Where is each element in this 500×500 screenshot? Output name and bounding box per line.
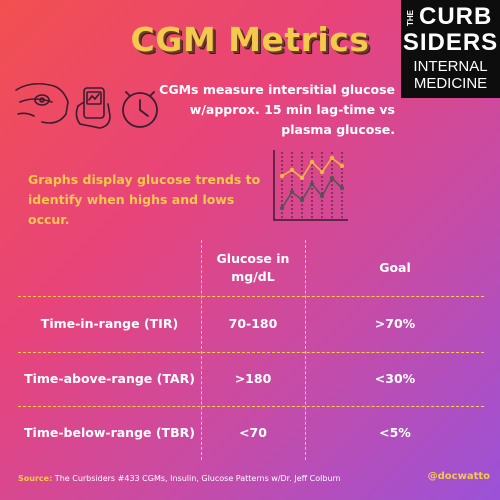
row-tbr-glucose: <70 bbox=[239, 425, 267, 440]
clock-icon bbox=[122, 91, 158, 128]
source-label: Source: bbox=[18, 474, 53, 483]
graphs-description: Graphs display glucose trends to identif… bbox=[28, 172, 261, 227]
logo-internal-medicine: INTERNAL MEDICINE bbox=[413, 58, 488, 92]
row-tbr-goal: <5% bbox=[379, 425, 411, 440]
logo-the: THE bbox=[406, 10, 415, 26]
cgm-description: CGMs measure intersitial glucose w/appro… bbox=[159, 82, 395, 137]
metrics-table: Glucose in mg/dL Goal Time-in-range (TIR… bbox=[0, 240, 500, 460]
table-divider-vertical bbox=[305, 240, 306, 460]
curbsiders-logo: THE CURB SIDERS INTERNAL MEDICINE bbox=[401, 0, 500, 98]
page-title: CGM Metrics bbox=[130, 20, 370, 59]
header-glucose: Glucose in mg/dL bbox=[216, 251, 290, 284]
row-tir-glucose: 70-180 bbox=[228, 316, 278, 331]
row-tar-goal: <30% bbox=[374, 371, 416, 386]
table-divider-horizontal bbox=[18, 406, 484, 407]
table-divider-horizontal bbox=[18, 352, 484, 353]
glucose-trend-icon bbox=[273, 150, 348, 221]
source-footer: Source: The Curbsiders #433 CGMs, Insuli… bbox=[18, 474, 341, 483]
row-tar-metric: Time-above-range (TAR) bbox=[24, 371, 195, 386]
source-text: The Curbsiders #433 CGMs, Insulin, Gluco… bbox=[52, 474, 341, 483]
cgm-sensor-arm-icon bbox=[15, 82, 69, 124]
header-goal: Goal bbox=[379, 260, 411, 275]
table-divider-horizontal bbox=[18, 296, 484, 297]
logo-siders: SIDERS bbox=[402, 29, 499, 56]
row-tbr-metric: Time-below-range (TBR) bbox=[24, 425, 195, 440]
author-handle: @docwatto bbox=[427, 471, 490, 482]
logo-curb: CURB bbox=[419, 3, 493, 30]
row-tar-glucose: >180 bbox=[234, 371, 272, 386]
icons-row bbox=[15, 82, 158, 129]
row-tir-metric: Time-in-range (TIR) bbox=[40, 316, 179, 331]
cgm-reader-hand-icon bbox=[75, 87, 111, 129]
row-tir-goal: >70% bbox=[374, 316, 416, 331]
table-divider-vertical bbox=[201, 240, 202, 460]
